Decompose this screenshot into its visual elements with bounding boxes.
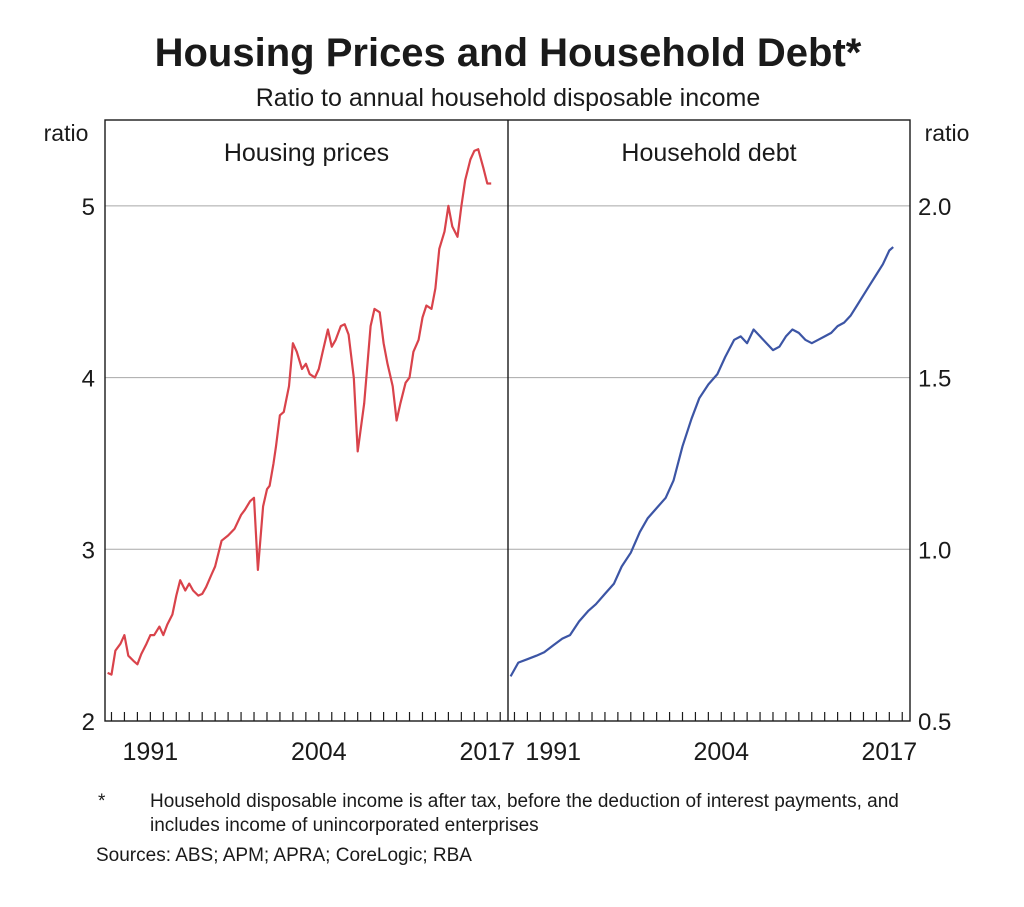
debt-panel-title: Household debt	[621, 139, 796, 167]
debt-xtick-label: 1991	[525, 738, 581, 766]
housing-panel-title: Housing prices	[224, 139, 389, 167]
footnote-text: Household disposable income is after tax…	[150, 791, 899, 836]
housing-xtick-label: 2004	[291, 738, 347, 766]
chart-title: Housing Prices and Household Debt*	[155, 31, 862, 75]
housing-panel: Housing prices 2 3 4 5 1991 2004 2017	[82, 139, 515, 766]
housing-xtick-label: 2017	[459, 738, 515, 766]
housing-ytick-label: 2	[82, 709, 95, 736]
debt-series-line	[509, 246, 894, 677]
housing-ytick-label: 4	[82, 366, 95, 393]
housing-series-line	[107, 148, 492, 676]
debt-xtick-label: 2004	[693, 738, 749, 766]
debt-ytick-label: 1.5	[918, 366, 951, 393]
chart-canvas: Housing Prices and Household Debt* Ratio…	[44, 31, 970, 766]
right-axis-unit: ratio	[925, 120, 970, 146]
footnote: * Household disposable income is after t…	[96, 790, 910, 838]
debt-panel: Household debt 0.5 1.0 1.5 2.0 1991 2004 2017	[508, 139, 951, 766]
housing-ytick-label: 3	[82, 537, 95, 564]
housing-ytick-label: 5	[82, 194, 95, 221]
footnote-marker: *	[98, 791, 106, 812]
debt-ytick-label: 2.0	[918, 194, 951, 221]
debt-ytick-label: 1.0	[918, 537, 951, 564]
sources-line: Sources: ABS; APM; APRA; CoreLogic; RBA	[96, 845, 472, 866]
debt-xtick-label: 2017	[862, 738, 918, 766]
chart-subtitle: Ratio to annual household disposable inc…	[256, 84, 761, 112]
chart-notes: * Household disposable income is after t…	[96, 790, 910, 868]
housing-xtick-label: 1991	[123, 738, 179, 766]
debt-ytick-label: 0.5	[918, 709, 951, 736]
left-axis-unit: ratio	[44, 120, 89, 146]
